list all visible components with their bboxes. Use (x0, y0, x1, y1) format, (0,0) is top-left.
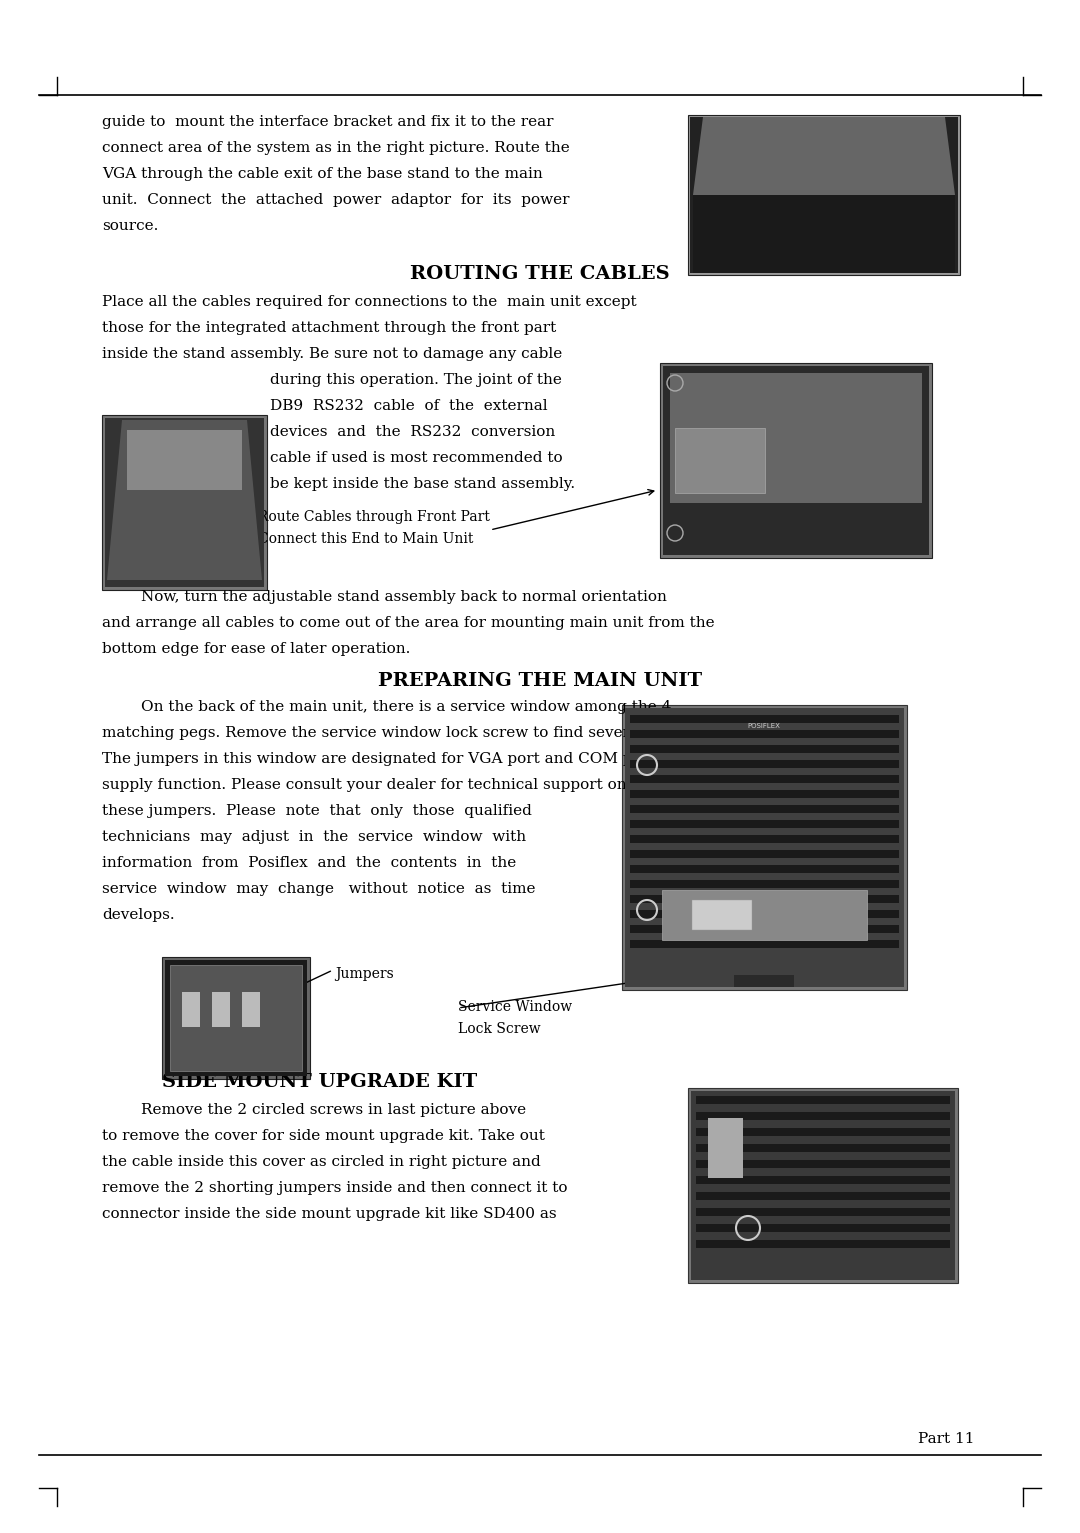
Bar (696, 1160, 950, 1168)
Text: unit.  Connect  the  attached  power  adaptor  for  its  power: unit. Connect the attached power adaptor… (102, 193, 569, 207)
Text: On the back of the main unit, there is a service window among the 4: On the back of the main unit, there is a… (102, 701, 672, 714)
Bar (693, 195, 955, 273)
Bar (212, 992, 230, 1027)
Text: these jumpers.  Please  note  that  only  those  qualified: these jumpers. Please note that only tho… (102, 803, 531, 819)
Bar (663, 366, 929, 555)
Text: The jumpers in this window are designated for VGA port and COM port power: The jumpers in this window are designate… (102, 753, 708, 766)
Text: DB9  RS232  cable  of  the  external: DB9 RS232 cable of the external (270, 399, 548, 412)
Bar (696, 1128, 950, 1136)
Bar (630, 760, 899, 768)
Text: PREPARING THE MAIN UNIT: PREPARING THE MAIN UNIT (378, 671, 702, 690)
Bar (630, 745, 899, 753)
Bar (630, 776, 899, 783)
Polygon shape (693, 117, 955, 195)
Text: technicians  may  adjust  in  the  service  window  with: technicians may adjust in the service wi… (102, 829, 526, 845)
Text: inside the stand assembly. Be sure not to damage any cable: inside the stand assembly. Be sure not t… (102, 346, 563, 360)
Text: bottom edge for ease of later operation.: bottom edge for ease of later operation. (102, 642, 410, 656)
Text: ROUTING THE CABLES: ROUTING THE CABLES (410, 265, 670, 284)
Bar (696, 1111, 950, 1121)
Bar (630, 911, 899, 918)
Text: develops.: develops. (102, 908, 175, 921)
Text: SIDE MOUNT UPGRADE KIT: SIDE MOUNT UPGRADE KIT (162, 1073, 477, 1091)
Bar (691, 1091, 955, 1280)
Bar (165, 960, 307, 1076)
Text: Jumpers: Jumpers (335, 967, 394, 981)
Bar (630, 805, 899, 812)
Bar (696, 1193, 950, 1200)
Text: Service Window: Service Window (458, 1000, 572, 1013)
Text: supply function. Please consult your dealer for technical support on setup of: supply function. Please consult your dea… (102, 779, 693, 793)
Bar (102, 415, 267, 590)
Polygon shape (107, 420, 262, 579)
Bar (630, 835, 899, 843)
Text: Route Cables through Front Part: Route Cables through Front Part (258, 510, 490, 524)
Bar (630, 789, 899, 799)
Text: be kept inside the base stand assembly.: be kept inside the base stand assembly. (270, 477, 576, 491)
Text: Connect this End to Main Unit: Connect this End to Main Unit (258, 532, 473, 546)
Bar (630, 714, 899, 724)
Bar (692, 900, 752, 931)
Bar (670, 373, 922, 503)
Bar (630, 940, 899, 947)
Text: the cable inside this cover as circled in right picture and: the cable inside this cover as circled i… (102, 1154, 541, 1170)
Bar (630, 880, 899, 888)
Bar (696, 1240, 950, 1248)
Bar (170, 964, 302, 1072)
Bar (696, 1208, 950, 1216)
Text: matching pegs. Remove the service window lock screw to find several jumpers.: matching pegs. Remove the service window… (102, 727, 716, 740)
Text: and arrange all cables to come out of the area for mounting main unit from the: and arrange all cables to come out of th… (102, 616, 715, 630)
Bar (625, 708, 904, 987)
Bar (630, 895, 899, 903)
Text: connect area of the system as in the right picture. Route the: connect area of the system as in the rig… (102, 141, 570, 155)
Bar (696, 1096, 950, 1104)
Bar (622, 705, 907, 990)
Bar (696, 1144, 950, 1151)
Bar (696, 1176, 950, 1183)
Text: information  from  Posiflex  and  the  contents  in  the: information from Posiflex and the conten… (102, 855, 516, 871)
Text: Part 11: Part 11 (918, 1432, 974, 1446)
Text: to remove the cover for side mount upgrade kit. Take out: to remove the cover for side mount upgra… (102, 1128, 545, 1144)
Bar (688, 1088, 958, 1283)
Bar (675, 428, 765, 494)
Bar (696, 1223, 950, 1233)
Text: devices  and  the  RS232  conversion: devices and the RS232 conversion (270, 425, 555, 438)
Bar (662, 891, 867, 940)
Text: Remove the 2 circled screws in last picture above: Remove the 2 circled screws in last pict… (102, 1104, 526, 1118)
Bar (660, 363, 932, 558)
Text: connector inside the side mount upgrade kit like SD400 as: connector inside the side mount upgrade … (102, 1206, 556, 1220)
Bar (630, 730, 899, 737)
Bar (688, 115, 960, 274)
Bar (105, 419, 264, 587)
Text: source.: source. (102, 219, 159, 233)
Text: Lock Screw: Lock Screw (458, 1023, 541, 1036)
Bar (127, 429, 242, 491)
Bar (630, 924, 899, 934)
Bar (630, 849, 899, 858)
Bar (162, 957, 310, 1079)
Bar (708, 1118, 743, 1177)
Text: guide to  mount the interface bracket and fix it to the rear: guide to mount the interface bracket and… (102, 115, 554, 129)
Text: Place all the cables required for connections to the  main unit except: Place all the cables required for connec… (102, 294, 636, 310)
Text: cable if used is most recommended to: cable if used is most recommended to (270, 451, 563, 464)
Bar (690, 117, 958, 273)
Bar (242, 992, 260, 1027)
Bar (630, 820, 899, 828)
Text: those for the integrated attachment through the front part: those for the integrated attachment thro… (102, 320, 556, 336)
Text: Now, turn the adjustable stand assembly back to normal orientation: Now, turn the adjustable stand assembly … (102, 590, 666, 604)
Text: service  window  may  change   without  notice  as  time: service window may change without notice… (102, 881, 536, 895)
Text: VGA through the cable exit of the base stand to the main: VGA through the cable exit of the base s… (102, 167, 543, 181)
Text: during this operation. The joint of the: during this operation. The joint of the (270, 373, 562, 386)
Bar (734, 975, 794, 987)
Bar (183, 992, 200, 1027)
Text: remove the 2 shorting jumpers inside and then connect it to: remove the 2 shorting jumpers inside and… (102, 1180, 567, 1196)
Bar (630, 865, 899, 872)
Text: POSIFLEX: POSIFLEX (747, 724, 781, 730)
